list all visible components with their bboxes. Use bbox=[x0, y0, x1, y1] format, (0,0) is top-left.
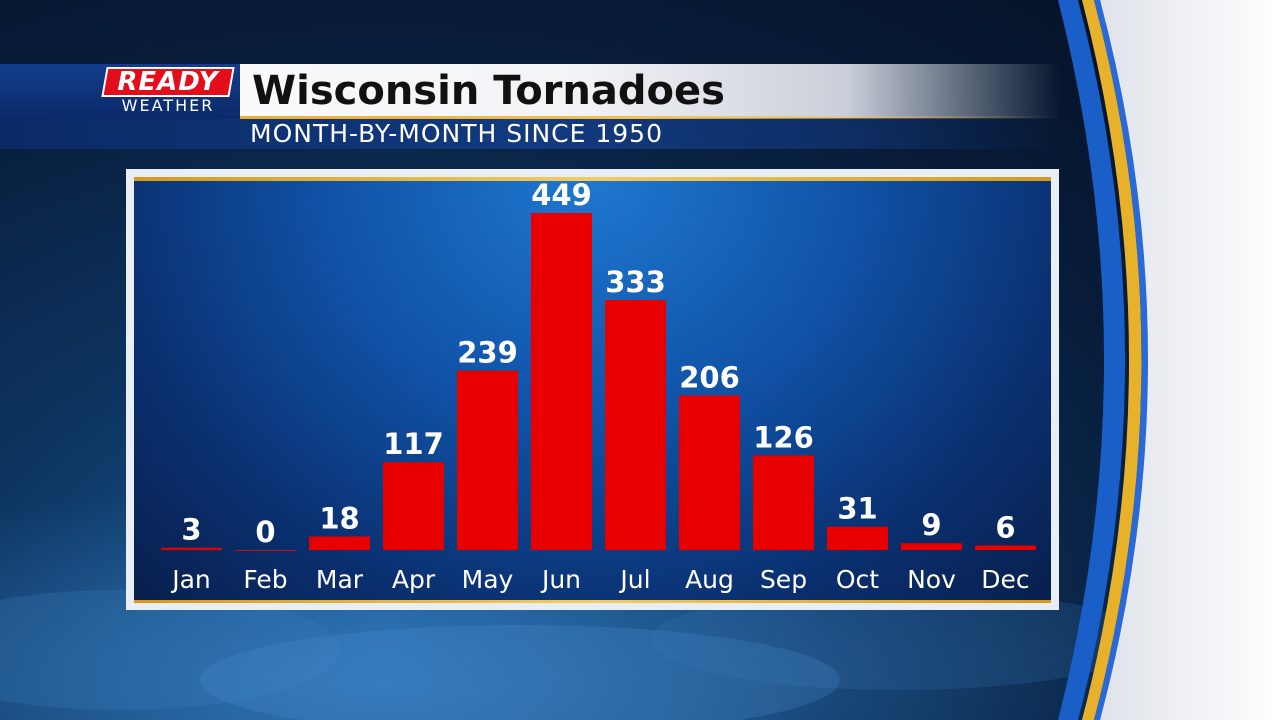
category-label-jul: Jul bbox=[618, 565, 650, 594]
logo-weather-text: WEATHER bbox=[121, 96, 215, 115]
value-label-feb: 0 bbox=[255, 515, 275, 549]
value-label-oct: 31 bbox=[837, 492, 877, 526]
chart-background bbox=[134, 177, 1051, 602]
bar-mar bbox=[309, 536, 370, 550]
chart-gold-border-top bbox=[134, 177, 1051, 181]
bar-sep bbox=[753, 455, 814, 550]
category-label-nov: Nov bbox=[907, 565, 956, 594]
bar-nov bbox=[901, 543, 962, 550]
value-label-aug: 206 bbox=[679, 360, 740, 394]
page-subtitle: MONTH-BY-MONTH SINCE 1950 bbox=[250, 119, 663, 148]
value-label-dec: 6 bbox=[995, 510, 1015, 544]
value-label-group: 3 0 18 117 239 449 333 206 126 31 9 6 bbox=[181, 178, 1015, 549]
page-title: Wisconsin Tornadoes bbox=[252, 68, 725, 114]
value-label-jul: 333 bbox=[605, 265, 666, 299]
category-label-group: Jan Feb Mar Apr May Jun Jul Aug Sep Oct Nov Dec bbox=[170, 565, 1029, 594]
bar-group bbox=[161, 213, 1036, 551]
category-label-sep: Sep bbox=[760, 565, 807, 594]
bar-jul bbox=[605, 300, 666, 550]
bar-jun bbox=[531, 213, 592, 550]
header-gold-stripe bbox=[0, 116, 1060, 119]
category-label-jun: Jun bbox=[540, 565, 581, 594]
category-label-apr: Apr bbox=[392, 565, 436, 594]
bar-apr bbox=[383, 462, 444, 550]
value-label-sep: 126 bbox=[753, 420, 814, 454]
value-label-may: 239 bbox=[457, 336, 518, 370]
category-label-feb: Feb bbox=[243, 565, 287, 594]
value-label-jun: 449 bbox=[531, 178, 592, 212]
value-label-nov: 9 bbox=[921, 508, 941, 542]
chart-gold-border-bottom bbox=[134, 600, 1051, 603]
logo-ready-text: READY bbox=[117, 67, 219, 97]
value-label-jan: 3 bbox=[181, 513, 201, 547]
bar-aug bbox=[679, 395, 740, 550]
bar-may bbox=[457, 370, 518, 550]
bar-dec bbox=[975, 545, 1036, 550]
category-label-mar: Mar bbox=[316, 565, 364, 594]
bar-oct bbox=[827, 526, 888, 550]
bar-chart: 3 0 18 117 239 449 333 206 126 31 9 6 Jan Feb Mar Apr M… bbox=[161, 178, 1036, 594]
value-label-apr: 117 bbox=[383, 427, 444, 461]
bar-jan bbox=[161, 547, 222, 550]
category-label-jan: Jan bbox=[170, 565, 211, 594]
value-label-mar: 18 bbox=[319, 501, 359, 535]
bar-feb bbox=[235, 550, 296, 551]
category-label-may: May bbox=[462, 565, 514, 594]
category-label-oct: Oct bbox=[836, 565, 879, 594]
category-label-aug: Aug bbox=[685, 565, 734, 594]
category-label-dec: Dec bbox=[981, 565, 1029, 594]
subheader-bar bbox=[0, 119, 1060, 149]
